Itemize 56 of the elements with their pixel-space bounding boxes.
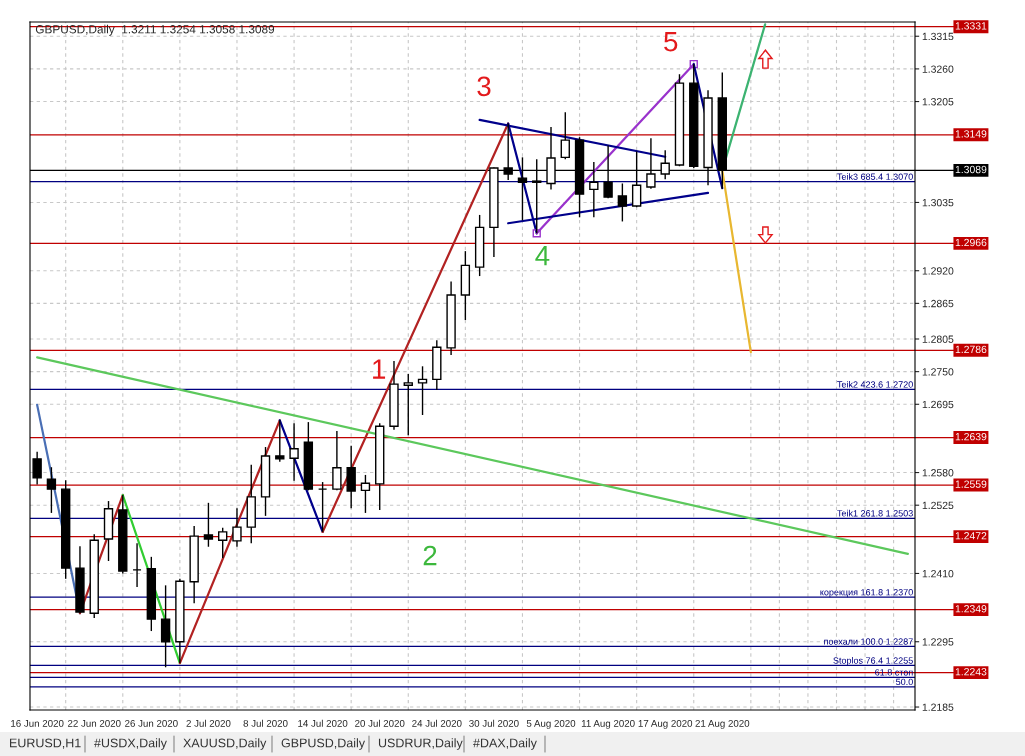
text: GBPUSD,Daily <box>281 738 366 750</box>
annotation: 1 <box>373 359 386 379</box>
ref-line-label: 1.2786 <box>955 345 987 354</box>
ref-line-label: Teik3 685.4 1.3070 <box>837 173 913 180</box>
ref-line-label: 1.3331 <box>955 22 987 30</box>
x-tick-label: 20 Jul 2020 <box>355 719 405 727</box>
x-tick-label: 5 Aug 2020 <box>526 719 576 729</box>
x-tick-label: 11 Aug 2020 <box>581 719 635 729</box>
y-tick-label: 1.2295 <box>922 638 954 646</box>
y-tick-label: 1.3260 <box>922 65 954 73</box>
x-tick-label: 24 Jul 2020 <box>412 719 462 727</box>
ref-line-label: корекция 161.8 1.2370 <box>820 589 913 598</box>
ref-line-label: поехали 100.0 1.2287 <box>824 638 913 645</box>
text: XAUUSD,Daily <box>183 738 267 750</box>
annotation: 50.0 <box>896 678 913 686</box>
annotation: 2 <box>423 545 437 566</box>
y-tick-label: 1.3205 <box>922 98 954 106</box>
ref-line-label: Teik1 261.8 1.2503 <box>837 509 913 517</box>
x-tick-label: 16 Jun 2020 <box>11 719 64 727</box>
x-tick-label: 21 Aug 2020 <box>695 719 750 729</box>
text: #USDX,Daily <box>94 738 167 750</box>
ref-line-label: 1.3149 <box>955 130 987 138</box>
x-tick-label: 30 Jul 2020 <box>469 719 519 727</box>
ref-line-label: 1.2559 <box>955 480 987 488</box>
ref-line-label: 1.2639 <box>955 432 987 441</box>
y-tick-label: 1.2185 <box>922 703 954 711</box>
text: USDRUR,Daily <box>378 738 463 750</box>
y-tick-label: 1.3315 <box>922 32 954 41</box>
text: #DAX,Daily <box>473 738 537 750</box>
chart-title: GBPUSD,Daily 1.3211 1.3254 1.3058 1.3089 <box>35 24 275 36</box>
annotation: 5 <box>664 32 678 52</box>
ref-line-label: 1.2966 <box>955 238 987 247</box>
y-tick-label: 1.3035 <box>922 198 954 207</box>
y-tick-label: 1.2865 <box>922 299 954 308</box>
text: EURUSD,H1 <box>10 738 81 749</box>
y-tick-label: 1.2525 <box>922 501 954 510</box>
ref-line-label: Stoplos 76.4 1.2255 <box>833 657 913 666</box>
y-tick-label: 1.2920 <box>922 267 954 275</box>
x-tick-label: 17 Aug 2020 <box>638 719 693 729</box>
x-tick-label: 22 Jun 2020 <box>67 719 121 727</box>
y-tick-label: 1.2695 <box>922 400 954 409</box>
x-tick-label: 26 Jun 2020 <box>125 719 178 727</box>
x-tick-label: 2 Jul 2020 <box>186 719 231 727</box>
y-tick-label: 1.2580 <box>922 469 954 477</box>
ref-line-label: 1.2472 <box>955 532 987 540</box>
x-tick-label: 14 Jul 2020 <box>298 719 348 727</box>
y-tick-label: 1.2410 <box>922 569 954 578</box>
annotation: 3 <box>477 76 491 97</box>
ref-line-label: Teik2 423.6 1.2720 <box>837 381 913 388</box>
y-tick-label: 1.2805 <box>922 335 954 343</box>
ref-line-label: 1.2349 <box>955 605 987 613</box>
y-tick-label: 1.2750 <box>922 368 954 376</box>
ref-line-label: 1.2243 <box>955 668 987 676</box>
annotation: 4 <box>535 246 550 266</box>
x-tick-label: 8 Jul 2020 <box>243 719 288 727</box>
ref-line-label: 1.3089 <box>955 165 987 174</box>
